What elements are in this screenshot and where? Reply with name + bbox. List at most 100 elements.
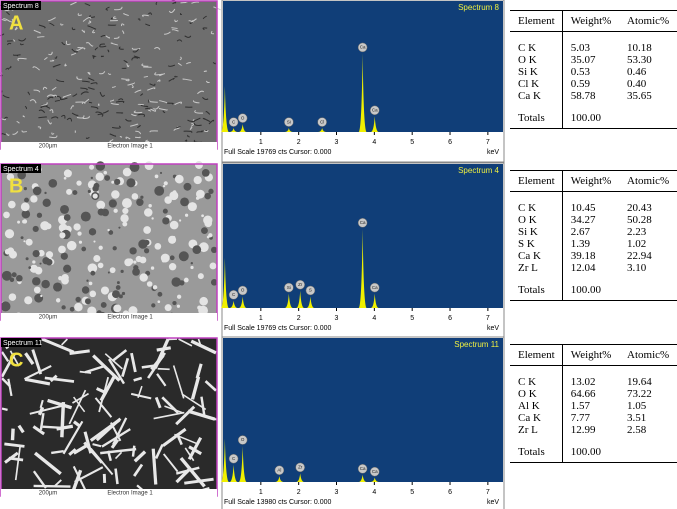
texture	[45, 251, 54, 259]
texture	[24, 197, 29, 203]
table-row: Zr L 12.99 2.58	[510, 424, 677, 436]
texture	[63, 176, 67, 180]
texture	[8, 456, 24, 462]
peak-label-marker	[369, 105, 380, 116]
texture	[175, 466, 200, 475]
texture	[209, 262, 217, 270]
texture	[24, 352, 35, 366]
table-row: O K 34.27 50.28	[510, 214, 677, 226]
table-cell: 1.02	[627, 238, 647, 250]
texture	[140, 93, 144, 97]
texture	[8, 65, 12, 69]
texture	[97, 113, 104, 117]
texture	[148, 12, 153, 15]
texture	[87, 263, 98, 273]
texture	[164, 304, 172, 312]
texture	[118, 226, 121, 229]
texture	[131, 47, 141, 50]
texture	[114, 468, 119, 485]
texture	[167, 102, 174, 105]
table-cell: 100.00	[562, 112, 620, 129]
texture	[80, 87, 88, 91]
texture	[133, 376, 143, 382]
spectrum-peak	[296, 473, 305, 482]
texture	[153, 411, 185, 420]
texture	[157, 300, 161, 304]
texture	[94, 397, 113, 418]
texture	[112, 290, 120, 299]
texture	[190, 123, 195, 127]
peak-label: Al	[277, 467, 281, 472]
texture	[14, 26, 18, 31]
table-cell: Al K	[510, 400, 563, 412]
peak-label: Zr	[298, 282, 303, 287]
texture	[4, 116, 8, 119]
texture	[187, 119, 196, 122]
texture	[169, 191, 179, 201]
texture	[39, 399, 44, 409]
texture	[95, 417, 122, 442]
texture	[154, 444, 164, 459]
texture	[134, 136, 141, 139]
texture	[99, 91, 106, 97]
texture	[195, 161, 203, 169]
texture	[10, 428, 15, 441]
spectrum-peak	[229, 464, 238, 482]
texture	[90, 82, 98, 85]
texture	[144, 161, 154, 170]
texture	[193, 122, 202, 126]
panel-letter: B	[9, 175, 23, 197]
texture	[184, 139, 188, 142]
peak-label-marker	[295, 462, 305, 473]
table-cell: Ca K	[510, 412, 563, 424]
texture	[156, 373, 167, 387]
texture	[181, 393, 207, 411]
table-cell: Element	[510, 10, 563, 32]
texture	[123, 59, 128, 64]
texture	[50, 116, 59, 119]
texture	[33, 484, 71, 488]
texture	[184, 35, 192, 38]
peak-label: Cl	[320, 119, 324, 124]
texture	[89, 164, 95, 170]
texture	[13, 54, 21, 56]
texture	[129, 247, 137, 255]
texture	[68, 389, 87, 425]
texture	[204, 192, 211, 200]
texture	[187, 134, 190, 138]
panel-letter: C	[9, 349, 23, 371]
table-cell: Totals	[510, 446, 563, 463]
texture	[61, 273, 69, 282]
table-cell	[510, 365, 563, 376]
table-cell: 0.40	[627, 78, 647, 90]
texture	[112, 417, 128, 446]
table-cell	[619, 102, 677, 112]
table-cell: O K	[510, 54, 563, 66]
sem-image: Spectrum 4 B 200µm Electron Image 1	[0, 161, 218, 321]
texture	[38, 24, 46, 29]
texture	[69, 306, 75, 312]
texture	[100, 302, 107, 308]
texture	[137, 124, 141, 129]
table-row	[510, 31, 677, 42]
peak-label-marker	[295, 279, 305, 290]
texture	[100, 34, 106, 38]
texture	[4, 229, 15, 239]
table-cell: 73.22	[627, 388, 652, 400]
texture	[51, 132, 55, 135]
texture	[147, 87, 156, 91]
texture	[6, 173, 15, 181]
texture	[90, 447, 114, 476]
texture	[82, 115, 90, 120]
texture	[137, 103, 144, 106]
texture	[157, 79, 161, 82]
peak-label-marker	[357, 42, 368, 53]
peak-label: Ca	[372, 107, 378, 112]
peak-label: C	[232, 292, 236, 297]
texture	[112, 86, 116, 88]
image-scale: 200µm	[39, 491, 57, 497]
texture	[90, 270, 96, 276]
texture	[122, 221, 128, 227]
peak-label-marker	[369, 282, 380, 293]
texture	[37, 406, 45, 416]
